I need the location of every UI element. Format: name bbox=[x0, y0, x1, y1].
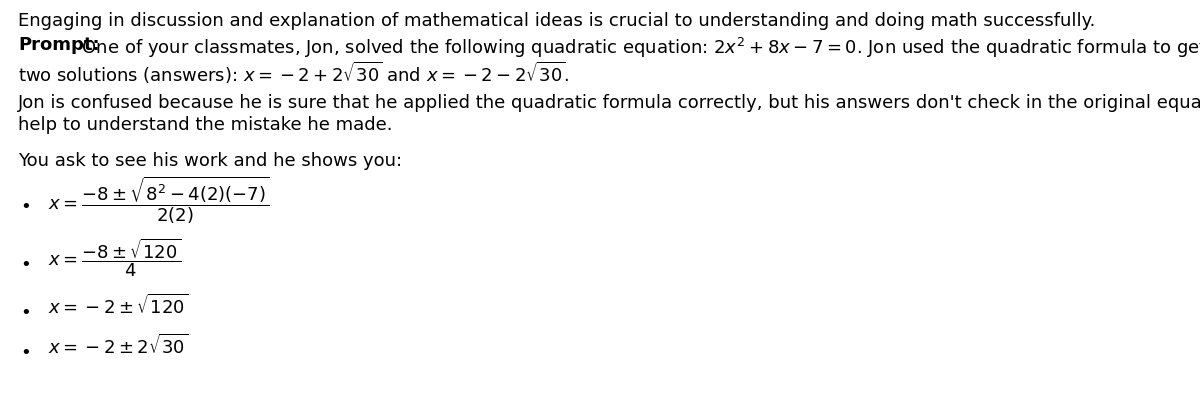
Text: •: • bbox=[20, 344, 31, 362]
Text: •: • bbox=[20, 256, 31, 274]
Text: •: • bbox=[20, 198, 31, 216]
Text: $x = \dfrac{-8\pm\sqrt{8^2-4(2)(-7)}}{2(2)}$: $x = \dfrac{-8\pm\sqrt{8^2-4(2)(-7)}}{2(… bbox=[48, 174, 270, 226]
Text: help to understand the mistake he made.: help to understand the mistake he made. bbox=[18, 116, 392, 134]
Text: One of your classmates, Jon, solved the following quadratic equation: $2x^2 + 8x: One of your classmates, Jon, solved the … bbox=[76, 36, 1200, 60]
Text: $x = -2 \pm \sqrt{120}$: $x = -2 \pm \sqrt{120}$ bbox=[48, 294, 188, 318]
Text: Prompt:: Prompt: bbox=[18, 36, 100, 54]
Text: You ask to see his work and he shows you:: You ask to see his work and he shows you… bbox=[18, 152, 402, 170]
Text: $x = -2 \pm 2\sqrt{30}$: $x = -2 \pm 2\sqrt{30}$ bbox=[48, 334, 188, 358]
Text: two solutions (answers): $x = -2 + 2\sqrt{30}$ and $x = -2 - 2\sqrt{30}$.: two solutions (answers): $x = -2 + 2\sqr… bbox=[18, 60, 570, 86]
Text: Jon is confused because he is sure that he applied the quadratic formula correct: Jon is confused because he is sure that … bbox=[18, 94, 1200, 112]
Text: $x = \dfrac{-8\pm\sqrt{120}}{4}$: $x = \dfrac{-8\pm\sqrt{120}}{4}$ bbox=[48, 237, 181, 279]
Text: •: • bbox=[20, 304, 31, 322]
Text: Engaging in discussion and explanation of mathematical ideas is crucial to under: Engaging in discussion and explanation o… bbox=[18, 12, 1096, 30]
